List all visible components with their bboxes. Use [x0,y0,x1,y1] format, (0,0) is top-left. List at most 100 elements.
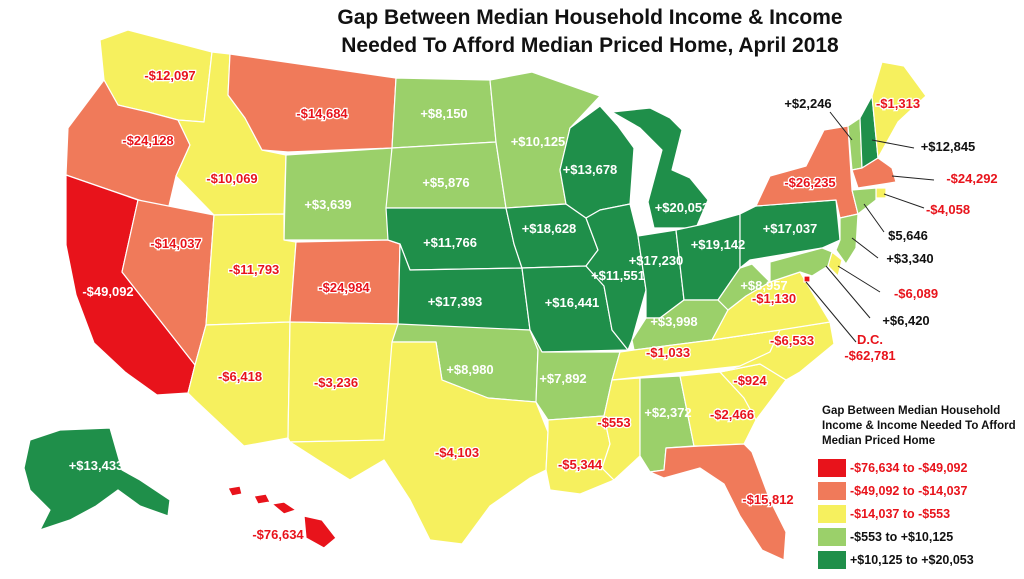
state-fl [649,443,787,561]
state-value-mi: +$20,053 [655,200,710,215]
state-value-pa: +$17,037 [763,221,818,236]
state-value-or: -$24,128 [122,133,173,148]
state-wi [559,105,635,219]
state-ms [601,377,641,481]
state-value-ky: +$3,998 [650,314,697,329]
legend-swatch [818,528,846,546]
legend-swatch [818,482,846,500]
legend-item: -$76,634 to -$49,092 [818,457,1024,479]
state-value-ak: +$13,433 [69,458,124,473]
leader-line [837,265,881,293]
state-value-al: +$2,372 [644,405,691,420]
state-value-id: -$10,069 [206,171,257,186]
state-value-ut: -$11,793 [229,262,280,277]
map-title-line2: Needed To Afford Median Priced Home, Apr… [341,34,839,57]
legend-swatch [818,459,846,477]
state-value-oh: +$19,142 [691,237,746,252]
leader-lines [805,111,935,343]
legend-label: +$10,125 to +$20,053 [850,553,974,567]
state-value-ar: +$7,892 [539,371,586,386]
state-value-nv: -$14,037 [150,236,201,251]
state-value-ms: -$553 [597,415,630,430]
state-shapes [23,29,927,561]
state-value-ct: $5,646 [888,228,928,243]
state-value-ia: +$18,628 [522,221,577,236]
state-value-fl: -$15,812 [742,492,793,507]
state-value-ri: -$4,058 [926,202,970,217]
state-value-az: -$6,418 [218,369,262,384]
state-value-md: +$6,420 [882,313,929,328]
legend: Gap Between Median Household Income & In… [818,404,1024,572]
state-value-wv: +$8,957 [740,278,787,293]
legend-label: -$76,634 to -$49,092 [850,461,968,475]
state-value-wa: -$12,097 [144,68,195,83]
state-value-ne: +$11,766 [423,235,477,250]
state-value-dc: -$62,781 [844,348,895,363]
state-value-sc: -$924 [733,373,767,388]
state-value-mn: +$10,125 [511,134,566,149]
state-value-co: -$24,984 [318,280,370,295]
state-value-mo: +$16,441 [545,295,600,310]
leader-line [883,193,925,209]
state-tx [289,341,549,545]
state-value-ny: -$26,235 [784,175,835,190]
state-ak [23,427,171,531]
state-ct [851,187,877,215]
state-value-la: -$5,344 [558,457,603,472]
state-value-nd: +$8,150 [420,106,467,121]
state-nj [835,213,859,265]
state-az [187,321,291,447]
state-value-nj: +$3,340 [886,251,933,266]
state-value-hi: -$76,634 [252,527,304,542]
state-value-ok: +$8,980 [446,362,493,377]
legend-item: -$49,092 to -$14,037 [818,480,1024,502]
state-mi [611,107,709,229]
legend-swatch [818,505,846,523]
state-value-il: +$11,551 [591,268,645,283]
legend-label: -$49,092 to -$14,037 [850,484,968,498]
state-hi [227,485,337,549]
legend-label: -$553 to +$10,125 [850,530,954,544]
legend-title: Gap Between Median Household Income & In… [822,405,1016,447]
state-md [769,247,833,283]
map-title: Gap Between Median Household Income & In… [290,4,890,60]
state-dc [803,275,811,283]
state-value-nh: +$12,845 [921,139,976,154]
state-value-sd: +$5,876 [422,175,469,190]
state-value-tx: -$4,103 [435,445,479,460]
legend-swatch [818,551,846,569]
state-value-ga: -$2,466 [710,407,754,422]
leader-line [891,175,935,181]
state-value-wi: +$13,678 [563,162,618,177]
legend-label: -$14,037 to -$553 [850,507,951,521]
state-value-de: -$6,089 [894,286,938,301]
state-wy [283,147,393,241]
state-value-mt: -$14,684 [296,106,348,121]
state-value-me: -$1,313 [876,96,920,111]
state-value-nm: -$3,236 [314,375,358,390]
leader-line [829,111,853,141]
state-labels: -$12,097 -$24,128 -$49,092 -$14,037 -$10,069… [69,67,999,544]
state-ri [875,187,887,199]
legend-item: -$553 to +$10,125 [818,526,1024,548]
state-value-ks: +$17,393 [428,294,483,309]
state-name-dc: D.C. [857,332,883,347]
legend-item: +$10,125 to +$20,053 [818,549,1024,571]
leader-line [863,203,885,233]
state-value-nc: -$6,533 [770,333,814,348]
state-value-in: +$17,230 [629,253,684,268]
state-ma [851,157,897,189]
state-value-ma: -$24,292 [946,171,997,186]
map-title-line1: Gap Between Median Household Income & In… [337,6,843,29]
leader-line [805,281,857,343]
state-value-tn: -$1,033 [646,345,690,360]
state-value-va: -$1,130 [752,291,796,306]
state-il [585,203,647,351]
state-value-vt: +$2,246 [784,96,831,111]
leader-line [871,139,915,149]
leader-line [825,265,871,319]
state-ny [755,125,859,219]
legend-item: -$14,037 to -$553 [818,503,1024,525]
state-value-wy: +$3,639 [304,197,351,212]
